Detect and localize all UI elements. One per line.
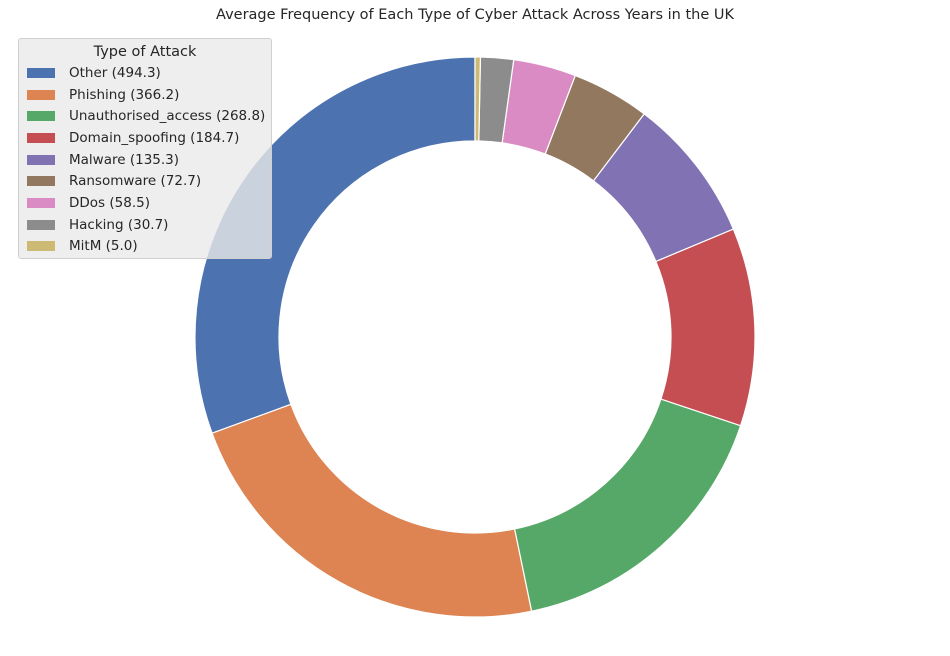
donut-slice-phishing bbox=[211, 403, 533, 618]
legend-item-domain-spoofing: Domain_spoofing (184.7) bbox=[19, 127, 271, 149]
legend-title: Type of Attack bbox=[93, 44, 197, 60]
legend-item-hacking: Hacking (30.7) bbox=[19, 214, 271, 236]
legend-swatch bbox=[27, 176, 55, 187]
legend-swatch bbox=[27, 219, 55, 230]
legend-swatch bbox=[27, 89, 55, 100]
legend-swatch bbox=[27, 241, 55, 252]
legend-swatch bbox=[27, 197, 55, 208]
chart-title: Average Frequency of Each Type of Cyber … bbox=[216, 7, 734, 23]
legend-item-ransomware: Ransomware (72.7) bbox=[19, 170, 271, 192]
donut-slice-domain-spoofing bbox=[655, 228, 756, 427]
donut-slice-unauthorised-access bbox=[513, 398, 742, 612]
donut-slice-mitm bbox=[474, 56, 482, 142]
legend-swatch bbox=[27, 132, 55, 143]
legend-label: Malware (135.3) bbox=[69, 151, 180, 168]
legend-label: Unauthorised_access (268.8) bbox=[69, 108, 266, 125]
legend-item-ddos: DDos (58.5) bbox=[19, 192, 271, 214]
legend-swatch bbox=[27, 111, 55, 122]
legend-label: Ransomware (72.7) bbox=[69, 173, 202, 190]
legend: Type of Attack Other (494.3) Phishing (36… bbox=[18, 38, 272, 259]
legend-item-other: Other (494.3) bbox=[19, 62, 271, 84]
legend-swatch bbox=[27, 67, 55, 78]
legend-label: Domain_spoofing (184.7) bbox=[69, 129, 240, 146]
legend-item-unauthorised-access: Unauthorised_access (268.8) bbox=[19, 105, 271, 127]
legend-items: Other (494.3) Phishing (366.2) Unauthorise… bbox=[19, 62, 271, 257]
legend-label: Phishing (366.2) bbox=[69, 86, 180, 103]
legend-item-malware: Malware (135.3) bbox=[19, 149, 271, 171]
legend-label: MitM (5.0) bbox=[69, 238, 138, 255]
legend-label: Other (494.3) bbox=[69, 64, 161, 81]
donut-slice-other bbox=[194, 56, 476, 435]
legend-item-mitm: MitM (5.0) bbox=[19, 236, 271, 258]
legend-label: DDos (58.5) bbox=[69, 194, 150, 211]
legend-label: Hacking (30.7) bbox=[69, 216, 169, 233]
legend-item-phishing: Phishing (366.2) bbox=[19, 84, 271, 106]
legend-swatch bbox=[27, 154, 55, 165]
